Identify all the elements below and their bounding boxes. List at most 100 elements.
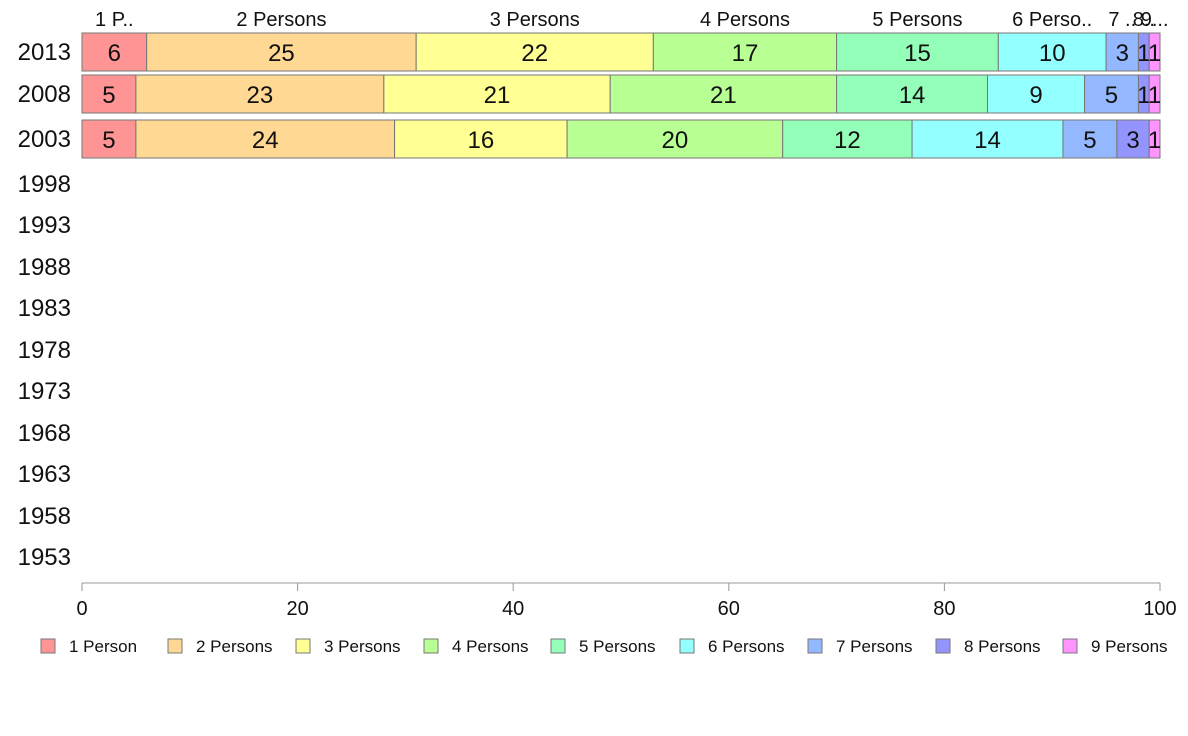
segment-value-label: 14 bbox=[974, 127, 1001, 154]
x-tick-label: 80 bbox=[933, 598, 955, 620]
segment-value-label: 22 bbox=[521, 40, 548, 67]
bar-segment bbox=[81, 32, 148, 72]
segment-header-label: 8.. bbox=[1133, 9, 1155, 31]
segment-value-label: 24 bbox=[252, 127, 279, 154]
legend-label: 7 Persons bbox=[836, 637, 913, 656]
segment-header-label: 1 P.. bbox=[95, 9, 134, 31]
segment-value-label: 1 bbox=[1148, 82, 1161, 109]
segment-value-label: 9 bbox=[1029, 82, 1042, 109]
segment-value-label: 3 bbox=[1116, 40, 1129, 67]
year-label: 1973 bbox=[18, 378, 71, 405]
segment-value-label: 3 bbox=[1126, 127, 1139, 154]
x-tick-label: 0 bbox=[76, 598, 87, 620]
bar-segment bbox=[383, 74, 611, 114]
bar-segment bbox=[566, 119, 784, 159]
segment-value-label: 6 bbox=[108, 40, 121, 67]
segment-value-label: 14 bbox=[899, 82, 926, 109]
bar-segment bbox=[652, 32, 838, 72]
x-tick-label: 100 bbox=[1143, 598, 1176, 620]
segment-value-label: 21 bbox=[484, 82, 511, 109]
bar-segment bbox=[1062, 119, 1118, 159]
legend-swatch bbox=[935, 638, 951, 654]
legend: 1 Person 2 Persons 3 Persons 4 Persons 5 Per… bbox=[40, 637, 1168, 656]
bar-segment bbox=[609, 74, 838, 114]
year-label: 1988 bbox=[18, 254, 71, 281]
segment-value-label: 12 bbox=[834, 127, 861, 154]
segment-value-label: 5 bbox=[1105, 82, 1118, 109]
segment-value-label: 1 bbox=[1148, 40, 1161, 67]
bar-segment bbox=[81, 74, 137, 114]
year-label: 1963 bbox=[18, 461, 71, 488]
bar-segment bbox=[836, 74, 989, 114]
segment-value-label: 1 bbox=[1137, 82, 1150, 109]
segment-value-label: 5 bbox=[102, 127, 115, 154]
segment-value-label: 20 bbox=[662, 127, 689, 154]
legend-swatch bbox=[40, 638, 56, 654]
legend-label: 5 Persons bbox=[579, 637, 656, 656]
bar-segment bbox=[135, 119, 396, 159]
bar-segment bbox=[997, 32, 1107, 72]
legend-swatch bbox=[1062, 638, 1078, 654]
bar-segment bbox=[1105, 32, 1139, 72]
segment-header-label: 2 Persons bbox=[236, 9, 326, 31]
segment-value-label: 1 bbox=[1148, 127, 1161, 154]
legend-swatch bbox=[550, 638, 566, 654]
year-label: 1983 bbox=[18, 295, 71, 322]
year-label: 1998 bbox=[18, 171, 71, 198]
segment-header-label: 6 Perso.. bbox=[1012, 9, 1092, 31]
legend-label: 9 Persons bbox=[1091, 637, 1168, 656]
year-label: 1958 bbox=[18, 503, 71, 530]
bar-segment bbox=[81, 119, 137, 159]
legend-label: 8 Persons bbox=[964, 637, 1041, 656]
segment-value-label: 1 bbox=[1137, 40, 1150, 67]
year-label: 1953 bbox=[18, 544, 71, 571]
x-tick-label: 60 bbox=[718, 598, 740, 620]
legend-swatch bbox=[679, 638, 695, 654]
x-tick-label: 40 bbox=[502, 598, 524, 620]
bar-segment bbox=[911, 119, 1064, 159]
legend-label: 1 Person bbox=[69, 637, 137, 656]
legend-swatch bbox=[167, 638, 183, 654]
segment-value-label: 5 bbox=[102, 82, 115, 109]
year-label: 2008 bbox=[18, 81, 71, 108]
bars: 6 25 22 17 15 10 3 115 23 21 21 14 9 5 115 24 16 20 12 14 5 3… bbox=[81, 32, 1161, 159]
bar-segment bbox=[987, 74, 1086, 114]
legend-swatch bbox=[423, 638, 439, 654]
segment-value-label: 25 bbox=[268, 40, 295, 67]
segment-header-label: 5 Persons bbox=[872, 9, 962, 31]
segment-value-label: 16 bbox=[468, 127, 495, 154]
segment-value-label: 23 bbox=[247, 82, 274, 109]
bar-segment bbox=[1148, 119, 1161, 159]
segment-header-label: 4 Persons bbox=[700, 9, 790, 31]
year-label: 1993 bbox=[18, 212, 71, 239]
legend-swatch bbox=[295, 638, 311, 654]
segment-value-label: 5 bbox=[1083, 127, 1096, 154]
x-axis: 0 20 40 60 80 100 bbox=[76, 582, 1177, 620]
bar-segment bbox=[836, 32, 999, 72]
segment-header-label: 7 .. bbox=[1108, 9, 1136, 31]
year-label: 1978 bbox=[18, 337, 71, 364]
segment-header-label: 3 Persons bbox=[490, 9, 580, 31]
segment-header-labels: 1 P.. 2 Persons 3 Persons 4 Persons 5 Person… bbox=[95, 9, 1168, 31]
legend-label: 4 Persons bbox=[452, 637, 529, 656]
segment-header-label: 9... bbox=[1141, 9, 1169, 31]
legend-swatch bbox=[807, 638, 823, 654]
bar-segment bbox=[135, 74, 385, 114]
segment-value-label: 21 bbox=[710, 82, 737, 109]
year-axis: 2013 2008 2003 1998 1993 1988 1983 1978 1973 1968… bbox=[18, 39, 71, 571]
bar-segment bbox=[1148, 74, 1161, 114]
legend-label: 6 Persons bbox=[708, 637, 785, 656]
legend-label: 3 Persons bbox=[324, 637, 401, 656]
year-label: 2003 bbox=[18, 126, 71, 153]
segment-value-label: 17 bbox=[732, 40, 759, 67]
bar-segment bbox=[1148, 32, 1161, 72]
bar-segment bbox=[415, 32, 654, 72]
bar-segment bbox=[394, 119, 568, 159]
bar-segment bbox=[1116, 119, 1150, 159]
year-label: 2013 bbox=[18, 39, 71, 66]
year-label: 1968 bbox=[18, 420, 71, 447]
legend-label: 2 Persons bbox=[196, 637, 273, 656]
x-tick-label: 20 bbox=[286, 598, 308, 620]
segment-value-label: 15 bbox=[904, 40, 931, 67]
